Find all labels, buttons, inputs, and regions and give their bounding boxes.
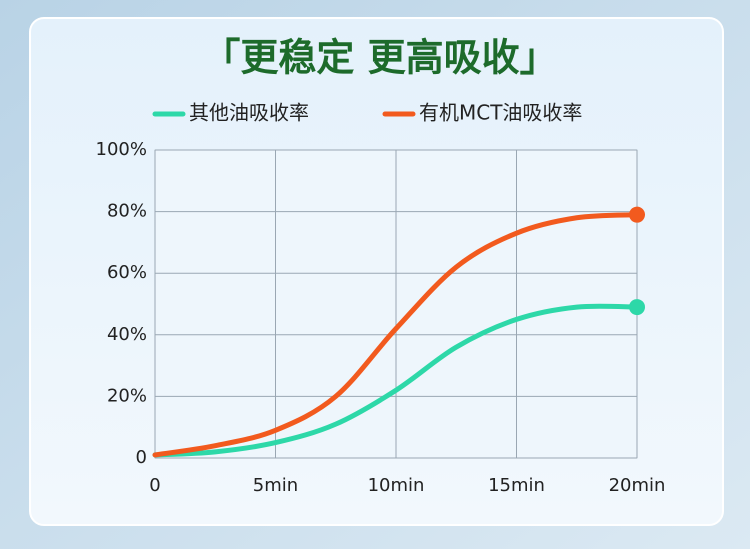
y-tick-label: 100% <box>96 139 147 160</box>
y-tick-label: 40% <box>107 324 147 345</box>
x-tick-label: 10min <box>368 475 425 496</box>
x-tick-label: 5min <box>253 475 298 496</box>
x-tick-label: 0 <box>149 475 160 496</box>
plot: 0 20% 40% 60% 80% 100% 0 5min 10min 15min 20min <box>96 139 666 496</box>
y-tick-label: 20% <box>107 385 147 406</box>
legend-label: 有机MCT油吸收率 <box>419 101 582 125</box>
legend-label: 其他油吸收率 <box>189 101 309 125</box>
chart-title: 「更稳定 更高吸收」 <box>202 36 557 80</box>
x-tick-label: 20min <box>609 475 666 496</box>
y-tick-label: 80% <box>107 201 147 222</box>
x-tick-label: 15min <box>488 475 545 496</box>
legend: 其他油吸收率 有机MCT油吸收率 <box>152 101 582 125</box>
end-point <box>629 299 645 316</box>
series-line <box>152 303 640 458</box>
y-tick-label: 0 <box>136 447 147 468</box>
y-tick-label: 60% <box>107 262 147 283</box>
end-point <box>629 206 645 223</box>
series-line <box>152 212 640 458</box>
